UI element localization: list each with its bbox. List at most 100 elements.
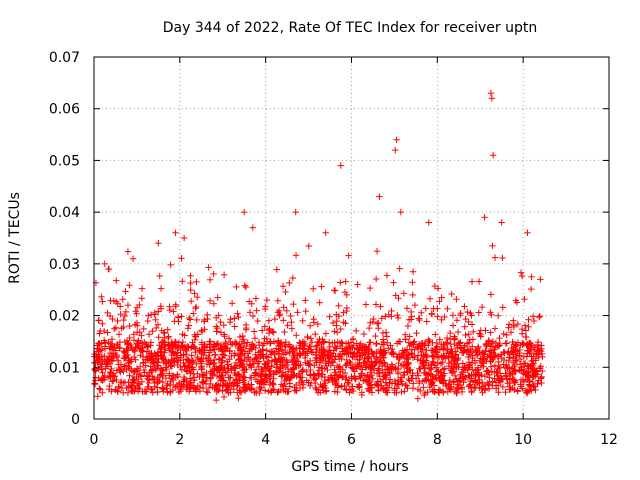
data-point bbox=[356, 356, 363, 363]
data-point bbox=[349, 364, 356, 372]
data-point bbox=[449, 322, 457, 329]
data-point bbox=[265, 317, 273, 324]
data-point bbox=[471, 383, 478, 391]
data-point bbox=[154, 362, 162, 369]
data-point bbox=[221, 333, 228, 340]
data-point bbox=[219, 354, 226, 362]
data-point bbox=[488, 311, 495, 319]
data-point bbox=[302, 297, 309, 304]
data-point bbox=[387, 376, 394, 383]
data-point bbox=[313, 345, 320, 353]
data-point bbox=[145, 312, 152, 319]
data-point bbox=[159, 378, 167, 386]
data-point bbox=[511, 361, 519, 369]
data-point bbox=[396, 265, 403, 272]
data-point bbox=[117, 310, 124, 318]
data-point bbox=[379, 369, 387, 376]
data-point bbox=[175, 379, 183, 387]
data-point bbox=[222, 344, 230, 352]
data-point bbox=[367, 319, 374, 327]
data-point bbox=[310, 319, 318, 326]
data-point bbox=[258, 327, 266, 334]
data-point bbox=[354, 363, 361, 370]
data-point bbox=[279, 372, 286, 379]
data-point bbox=[452, 352, 459, 359]
data-point bbox=[192, 303, 200, 311]
data-point bbox=[534, 338, 542, 346]
data-point bbox=[424, 388, 431, 396]
data-point bbox=[440, 344, 448, 352]
data-point bbox=[187, 286, 194, 294]
data-point bbox=[425, 341, 432, 349]
data-point bbox=[197, 357, 204, 365]
data-point bbox=[214, 294, 221, 301]
data-point bbox=[530, 317, 538, 325]
data-point bbox=[191, 336, 199, 344]
data-point bbox=[454, 328, 462, 336]
data-point bbox=[409, 268, 417, 275]
data-point bbox=[352, 327, 360, 335]
data-point bbox=[452, 376, 460, 383]
data-point bbox=[538, 374, 545, 382]
data-point bbox=[398, 388, 405, 396]
data-point bbox=[468, 388, 475, 396]
data-point bbox=[131, 353, 138, 361]
data-point bbox=[179, 343, 186, 350]
data-point bbox=[154, 388, 161, 396]
data-point bbox=[279, 283, 287, 290]
data-point bbox=[211, 359, 218, 367]
data-point bbox=[182, 344, 190, 351]
data-point bbox=[414, 344, 421, 351]
data-point bbox=[185, 314, 193, 322]
data-point bbox=[431, 282, 438, 290]
data-point bbox=[242, 283, 250, 291]
data-point bbox=[283, 376, 290, 383]
chart-title: Day 344 of 2022, Rate Of TEC Index for r… bbox=[163, 20, 538, 36]
data-point bbox=[230, 386, 238, 393]
data-point bbox=[186, 375, 194, 382]
data-point bbox=[453, 317, 461, 324]
data-point bbox=[485, 369, 492, 376]
data-point bbox=[522, 333, 530, 341]
data-point bbox=[138, 295, 146, 302]
data-point bbox=[481, 373, 489, 380]
data-point bbox=[219, 387, 226, 395]
data-point bbox=[465, 358, 473, 366]
data-point bbox=[437, 360, 445, 368]
data-point bbox=[517, 355, 525, 363]
data-point bbox=[326, 313, 333, 320]
data-point bbox=[164, 380, 171, 388]
data-point bbox=[464, 353, 472, 361]
data-point bbox=[227, 374, 234, 381]
data-point bbox=[151, 309, 158, 317]
data-point bbox=[167, 261, 174, 269]
data-point bbox=[368, 371, 375, 379]
data-point bbox=[388, 313, 395, 320]
data-point bbox=[506, 379, 514, 387]
data-point bbox=[160, 359, 168, 367]
data-point bbox=[263, 296, 271, 304]
data-point bbox=[283, 307, 290, 315]
data-point bbox=[510, 323, 518, 331]
data-point bbox=[274, 389, 281, 396]
data-point bbox=[307, 379, 315, 387]
data-point bbox=[326, 343, 333, 351]
data-point bbox=[247, 386, 255, 393]
data-point bbox=[274, 297, 282, 304]
data-point bbox=[300, 338, 308, 345]
x-tick-label: 8 bbox=[433, 432, 442, 448]
data-point bbox=[379, 362, 386, 370]
data-point bbox=[451, 388, 459, 395]
data-point bbox=[302, 359, 309, 366]
data-point bbox=[436, 387, 444, 394]
data-point bbox=[400, 290, 408, 297]
data-point bbox=[217, 329, 225, 336]
data-point bbox=[299, 317, 306, 325]
data-point bbox=[292, 252, 300, 259]
data-point bbox=[105, 265, 113, 273]
data-point bbox=[384, 339, 391, 347]
data-point bbox=[376, 193, 383, 200]
data-point bbox=[499, 254, 506, 262]
data-point bbox=[95, 317, 103, 324]
data-point bbox=[537, 276, 544, 283]
